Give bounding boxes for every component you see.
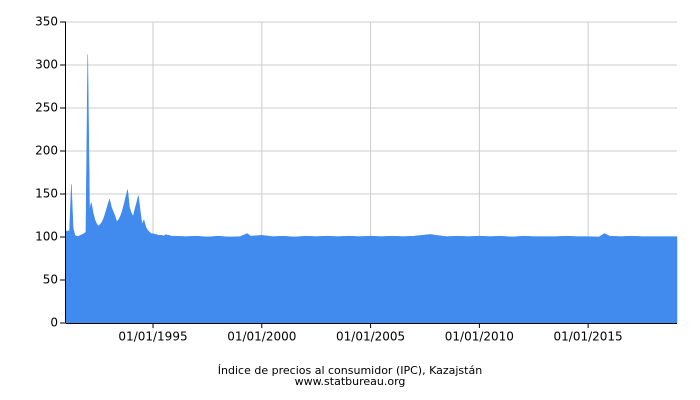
chart-title: Índice de precios al consumidor (IPC), K… — [218, 364, 482, 377]
x-tick-label: 01/01/2010 — [445, 330, 514, 344]
x-tick-label: 01/01/2005 — [336, 330, 405, 344]
y-tick-label: 150 — [35, 187, 58, 201]
x-tick-label: 01/01/1995 — [118, 330, 187, 344]
y-tick-label: 250 — [35, 101, 58, 115]
y-tick-label: 100 — [35, 230, 58, 244]
y-tick-label: 350 — [35, 15, 58, 29]
y-tick-label: 200 — [35, 144, 58, 158]
x-tick-label: 01/01/2000 — [227, 330, 296, 344]
y-tick-label: 300 — [35, 58, 58, 72]
y-tick-label: 50 — [43, 273, 58, 287]
y-tick-label: 0 — [50, 316, 58, 330]
x-tick-label: 01/01/2015 — [554, 330, 623, 344]
chart-subtitle: www.statbureau.org — [295, 375, 406, 388]
area — [65, 54, 678, 324]
